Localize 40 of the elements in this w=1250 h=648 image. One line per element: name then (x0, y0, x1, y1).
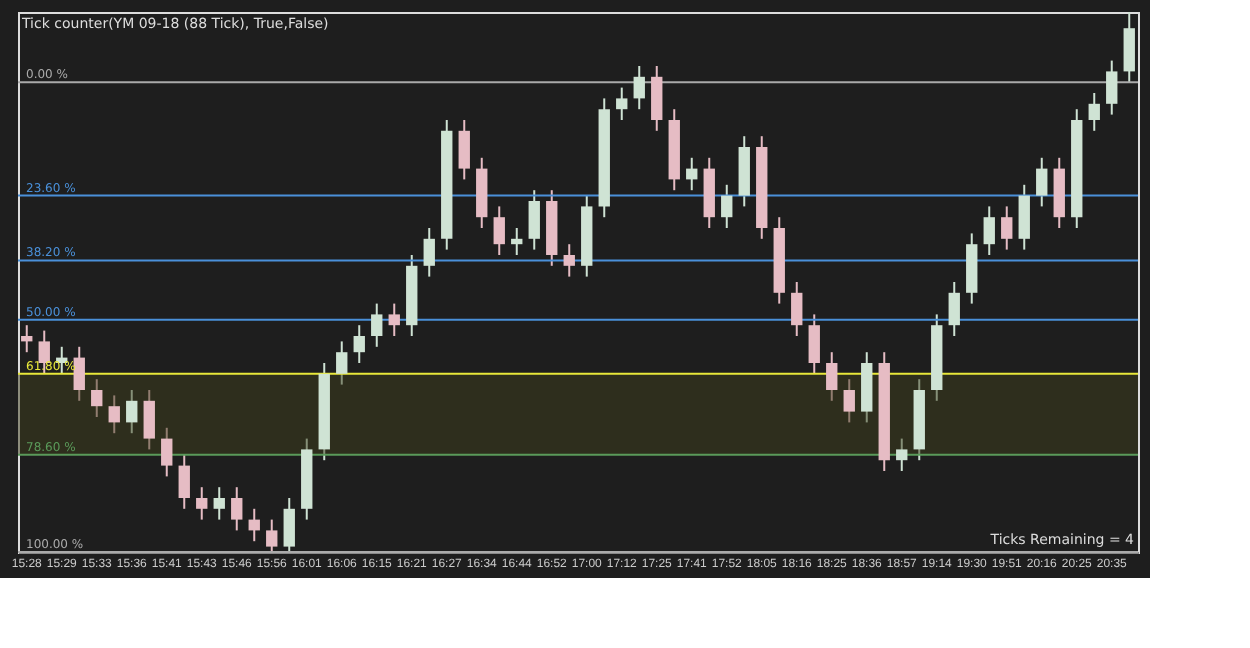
candlestick (161, 426, 173, 478)
candlestick (1036, 156, 1048, 208)
candlestick (651, 65, 663, 132)
candlestick (178, 453, 190, 510)
candlestick (791, 281, 803, 337)
candlestick (196, 486, 208, 521)
candlestick (721, 183, 733, 229)
candlestick (843, 378, 855, 424)
candlestick (388, 302, 400, 337)
candlestick (231, 486, 243, 532)
candlestick (126, 389, 138, 435)
candlestick (108, 394, 120, 435)
candlestick (983, 205, 995, 256)
candlestick (1001, 205, 1013, 251)
candlestick (1106, 59, 1118, 116)
candlestick (511, 227, 523, 256)
candlestick (143, 389, 155, 451)
candlestick (528, 189, 540, 251)
candlestick (826, 351, 838, 402)
candlestick (283, 497, 295, 553)
candlestick (1088, 92, 1100, 132)
candlestick (458, 119, 470, 181)
candlestick (563, 243, 575, 278)
candlestick (336, 340, 348, 386)
candlestick (1123, 11, 1135, 84)
candlestick (266, 518, 278, 553)
candlestick (633, 65, 645, 111)
candlestick (493, 205, 505, 256)
candlestick (213, 486, 225, 521)
candlestick (73, 345, 85, 402)
candlestick (91, 378, 103, 418)
candlestick (353, 324, 365, 364)
candlestick (21, 324, 33, 354)
candlestick (808, 313, 820, 375)
candlestick (948, 281, 960, 337)
candlestick (371, 302, 383, 348)
candlestick (1018, 183, 1030, 251)
candlestick (423, 227, 435, 278)
candlestick (616, 86, 628, 121)
candlestick (896, 437, 908, 472)
